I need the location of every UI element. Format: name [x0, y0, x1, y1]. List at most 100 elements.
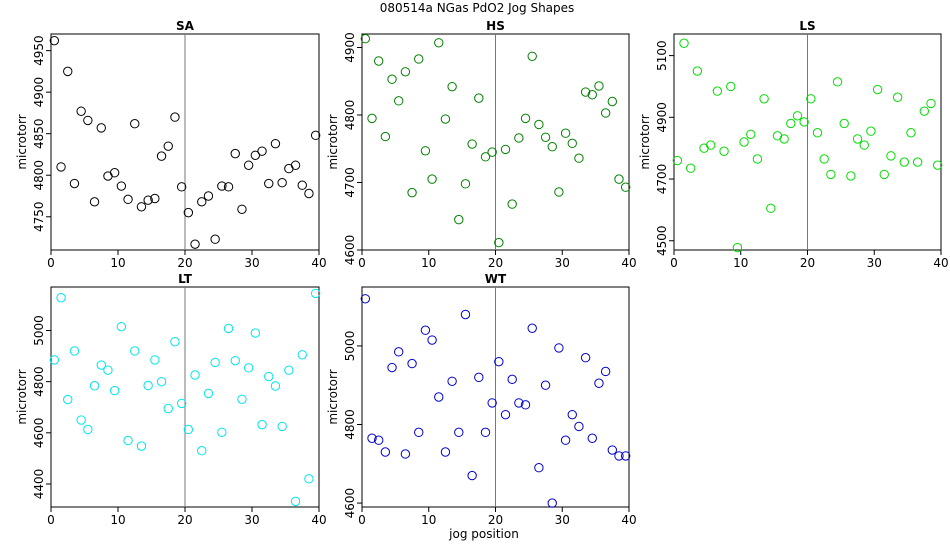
data-point [527, 323, 537, 333]
data-point [580, 353, 591, 363]
x-tick-label: 0 [47, 256, 55, 270]
data-point [387, 74, 397, 84]
x-axis-label: jog position [448, 527, 519, 541]
data-point [250, 150, 261, 160]
data-point [367, 433, 377, 443]
y-axis-label-lt: microtorr [15, 369, 29, 424]
data-point [420, 325, 431, 335]
data-point [197, 197, 207, 207]
data-point [685, 163, 696, 173]
data-point [243, 363, 254, 373]
y-tick-label: 4800 [32, 366, 46, 397]
data-point [507, 374, 517, 385]
data-point [759, 94, 769, 104]
data-point [223, 182, 234, 192]
data-point [460, 179, 471, 189]
data-point [96, 360, 106, 370]
x-tick-label: 10 [110, 513, 125, 527]
data-point [297, 350, 307, 360]
data-point [63, 66, 73, 77]
data-point [692, 66, 703, 76]
data-point [223, 323, 234, 334]
data-point [554, 187, 564, 197]
y-axis-label-wt: microtorr [326, 369, 340, 424]
data-point [116, 181, 127, 191]
x-tick-label: 0 [358, 513, 366, 527]
data-point [136, 441, 147, 451]
data-point [600, 108, 611, 118]
data-point [487, 398, 497, 408]
data-point [846, 171, 856, 181]
panel-title-ls: LS [799, 19, 815, 33]
data-point [230, 355, 240, 366]
data-point [620, 451, 631, 461]
x-tick-label: 40 [311, 256, 326, 270]
data-point [594, 378, 604, 388]
y-tick-label: 4600 [32, 418, 46, 449]
y-tick-label: 4950 [32, 35, 46, 66]
data-point [587, 90, 597, 100]
data-point [819, 154, 829, 164]
data-point [49, 355, 60, 365]
data-point [96, 123, 106, 133]
data-point [143, 380, 153, 391]
data-point [89, 197, 100, 207]
data-point [447, 81, 457, 92]
data-point [163, 403, 173, 414]
y-axis-label-ls: microtorr [638, 114, 652, 169]
data-point [547, 498, 557, 508]
data-point [726, 81, 736, 92]
data-point [500, 409, 511, 420]
data-point [852, 134, 863, 144]
data-point [514, 133, 524, 143]
x-tick-label: 0 [47, 513, 55, 527]
data-point [297, 180, 307, 190]
data-point [906, 128, 916, 138]
x-tick-label: 20 [488, 513, 503, 527]
data-point [792, 111, 803, 121]
data-point [76, 415, 86, 425]
data-point [540, 380, 551, 390]
data-point [560, 128, 571, 138]
data-point [706, 140, 716, 150]
y-tick-label: 4850 [32, 118, 46, 149]
x-tick-label: 30 [867, 256, 882, 270]
data-point [866, 126, 876, 136]
data-point [786, 118, 796, 129]
data-point [440, 447, 451, 457]
data-point [130, 346, 140, 356]
y-tick-label: 5000 [343, 331, 357, 362]
data-point [534, 463, 544, 473]
data-point [217, 427, 227, 438]
y-tick-label: 4800 [343, 409, 357, 440]
data-point [567, 409, 577, 420]
data-point [270, 138, 281, 149]
data-point [534, 119, 544, 130]
data-point [892, 92, 903, 102]
data-point [766, 203, 776, 214]
panel-ls: LS 0 10 20 30 40 4500 4700 4900 5100 microtorr [638, 19, 949, 270]
data-point [109, 385, 120, 396]
data-point [872, 84, 883, 95]
data-point [560, 435, 571, 445]
panels: SA 0 10 20 30 40 4750 4800 4850 4900 4950 microtorr… [15, 19, 949, 527]
data-point [176, 182, 187, 192]
data-point [420, 146, 431, 156]
data-point [360, 294, 371, 304]
data-point [400, 449, 411, 459]
data-point [899, 157, 909, 167]
data-point [574, 421, 584, 432]
data-point [203, 388, 214, 399]
data-point [480, 152, 491, 162]
data-point [414, 54, 424, 64]
x-tick-label: 10 [110, 256, 125, 270]
panel-title-lt: LT [178, 272, 193, 286]
x-tick-label: 20 [488, 256, 503, 270]
data-point [76, 106, 86, 116]
data-point [746, 129, 756, 139]
x-tick-label: 20 [177, 513, 192, 527]
x-tick-label: 30 [244, 256, 259, 270]
x-tick-label: 30 [555, 256, 570, 270]
data-point [310, 288, 321, 299]
data-point [812, 128, 823, 138]
